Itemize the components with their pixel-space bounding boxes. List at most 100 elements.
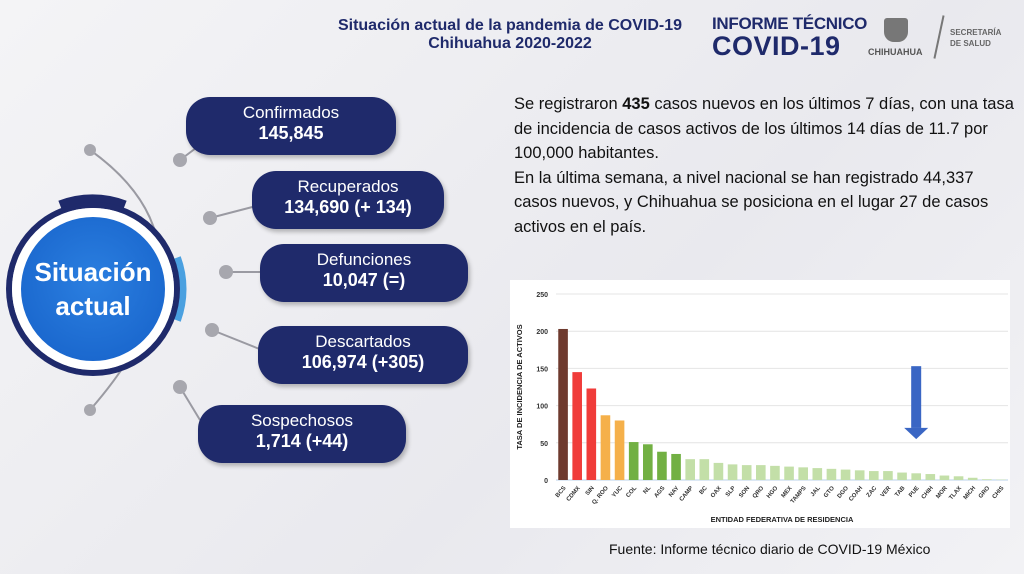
- bar-ver: [883, 471, 893, 480]
- y-tick-label: 0: [544, 478, 548, 485]
- stat-sospechosos: Sospechosos 1,714 (+44): [198, 405, 406, 463]
- x-tick-label: CDMX: [566, 485, 582, 502]
- y-tick-label: 250: [536, 292, 548, 299]
- title-line-1: Situación actual de la pandemia de COVID…: [337, 17, 683, 34]
- stat-descartados: Descartados 106,974 (+305): [258, 326, 468, 384]
- bar-gto: [826, 468, 837, 480]
- stat-value: 134,690 (+ 134): [284, 197, 412, 217]
- logo-line-1: INFORME TÉCNICO: [712, 14, 868, 33]
- summary-text-a: Se registraron: [514, 95, 623, 113]
- x-tick-label: MEX: [781, 485, 794, 499]
- stat-value: 10,047 (=): [322, 270, 406, 290]
- bar-nl: [643, 444, 653, 480]
- situacion-label-1: Situación: [34, 257, 152, 287]
- x-tick-label: MICH: [963, 485, 977, 501]
- x-tick-label: QRO: [752, 485, 766, 500]
- x-tick-label: AGS: [654, 485, 667, 499]
- x-tick-label: SLP: [725, 485, 737, 498]
- stat-label: Descartados: [315, 332, 411, 351]
- bar-zac: [869, 471, 879, 480]
- secretaria-line-2: DE SALUD: [950, 39, 991, 48]
- bar-pue: [911, 473, 921, 480]
- stat-label: Sospechosos: [250, 411, 354, 430]
- stat-label: Defunciones: [316, 250, 412, 269]
- bar-slp: [727, 464, 738, 480]
- x-tick-label: HGO: [766, 485, 780, 500]
- situacion-actual-circle: Situación actual: [12, 208, 174, 370]
- down-arrow-icon: [904, 427, 929, 440]
- new-cases-count: 435: [622, 95, 650, 113]
- x-tick-label: SIN: [585, 485, 596, 497]
- y-tick-label: 100: [536, 404, 548, 411]
- x-tick-label: TAB: [894, 485, 907, 498]
- bar-chih: [925, 474, 936, 480]
- x-tick-label: GTO: [823, 485, 836, 499]
- x-tick-label: SON: [738, 485, 751, 499]
- x-tick-label: YUC: [611, 485, 624, 499]
- x-tick-label: CHIH: [921, 485, 935, 500]
- bar-hgo: [770, 465, 780, 480]
- x-tick-label: ZAC: [866, 485, 879, 499]
- bar-sin: [586, 388, 597, 480]
- stat-recuperados: Recuperados 134,690 (+ 134): [252, 171, 444, 229]
- arrow-shaft: [911, 366, 922, 428]
- x-tick-label: TLAX: [948, 485, 963, 501]
- x-tick-label: NL: [643, 485, 653, 495]
- summary-text-c: casos nuevos en los últimos 7 días, con …: [514, 95, 1014, 162]
- informe-tecnico-logo: INFORME TÉCNICO COVID-19: [712, 14, 868, 61]
- x-tick-label: VER: [880, 485, 893, 499]
- bar-gro: [982, 479, 992, 480]
- bar-mich: [967, 477, 978, 480]
- bar-coah: [854, 470, 865, 480]
- page-title: Situación actual de la pandemia de COVID…: [300, 17, 720, 53]
- bar-nay: [671, 453, 681, 480]
- x-tick-label: GRO: [978, 485, 992, 500]
- logo-line-2: COVID-19: [712, 31, 841, 61]
- stat-label: Confirmados: [242, 103, 340, 122]
- x-tick-label: TAMPS: [790, 485, 808, 505]
- chihuahua-shield-icon: [884, 18, 908, 42]
- bar-col: [628, 442, 639, 480]
- bar-mor: [939, 475, 950, 480]
- bar-son: [741, 465, 752, 480]
- stat-label: Recuperados: [297, 177, 399, 196]
- bar-cdmx: [572, 372, 582, 480]
- x-tick-label: COL: [625, 485, 638, 499]
- bar-ags: [657, 451, 667, 480]
- stat-defunciones: Defunciones 10,047 (=): [260, 244, 468, 302]
- bar-mex: [784, 466, 794, 480]
- incidence-chart: 0 50 100 150 200 250 BCS CDMX SIN Q. ROO YUC COL NL A…: [510, 280, 1010, 528]
- x-tick-label: NAY: [668, 485, 680, 498]
- stat-value: 145,845: [258, 123, 324, 143]
- x-tick-label: PUE: [908, 485, 921, 498]
- x-tick-label: BCS: [555, 485, 568, 499]
- divider: [933, 15, 945, 59]
- x-tick-label: CAMP: [679, 485, 695, 502]
- y-tick-label: 50: [540, 441, 548, 448]
- y-tick-label: 150: [536, 366, 548, 373]
- x-tick-label: BC: [699, 485, 710, 496]
- bar-oax: [713, 462, 724, 480]
- y-tick-label: 200: [536, 329, 548, 336]
- source-note: Fuente: Informe técnico diario de COVID-…: [609, 541, 931, 557]
- y-axis-label: TASA DE INCIDENCIA DE ACTIVOS: [515, 324, 524, 449]
- bar-bcs: [558, 328, 568, 480]
- bar-qro: [756, 465, 766, 480]
- x-tick-label: CHIS: [992, 485, 1006, 500]
- secretaria-line-1: SECRETARÍA: [950, 28, 1002, 37]
- bar-qroo: [600, 415, 611, 480]
- secretaria-logo: SECRETARÍA DE SALUD: [950, 27, 1001, 49]
- x-axis-label: ENTIDAD FEDERATIVA DE RESIDENCIA: [711, 515, 854, 524]
- bar-bc: [699, 459, 710, 480]
- stat-confirmados: Confirmados 145,845: [186, 97, 396, 155]
- state-logo-text: CHIHUAHUA: [868, 47, 923, 57]
- bar-tab: [897, 472, 907, 480]
- situacion-label-2: actual: [55, 291, 131, 321]
- summary-paragraph-1: Se registraron 435 casos nuevos en los ú…: [514, 92, 1014, 166]
- x-tick-label: OAX: [710, 485, 723, 499]
- summary-paragraph-2: En la última semana, a nivel nacional se…: [514, 168, 989, 236]
- summary-text: Se registraron 435 casos nuevos en los ú…: [514, 92, 1014, 239]
- stat-value: 106,974 (+305): [301, 352, 425, 372]
- bar-yuc: [614, 420, 625, 480]
